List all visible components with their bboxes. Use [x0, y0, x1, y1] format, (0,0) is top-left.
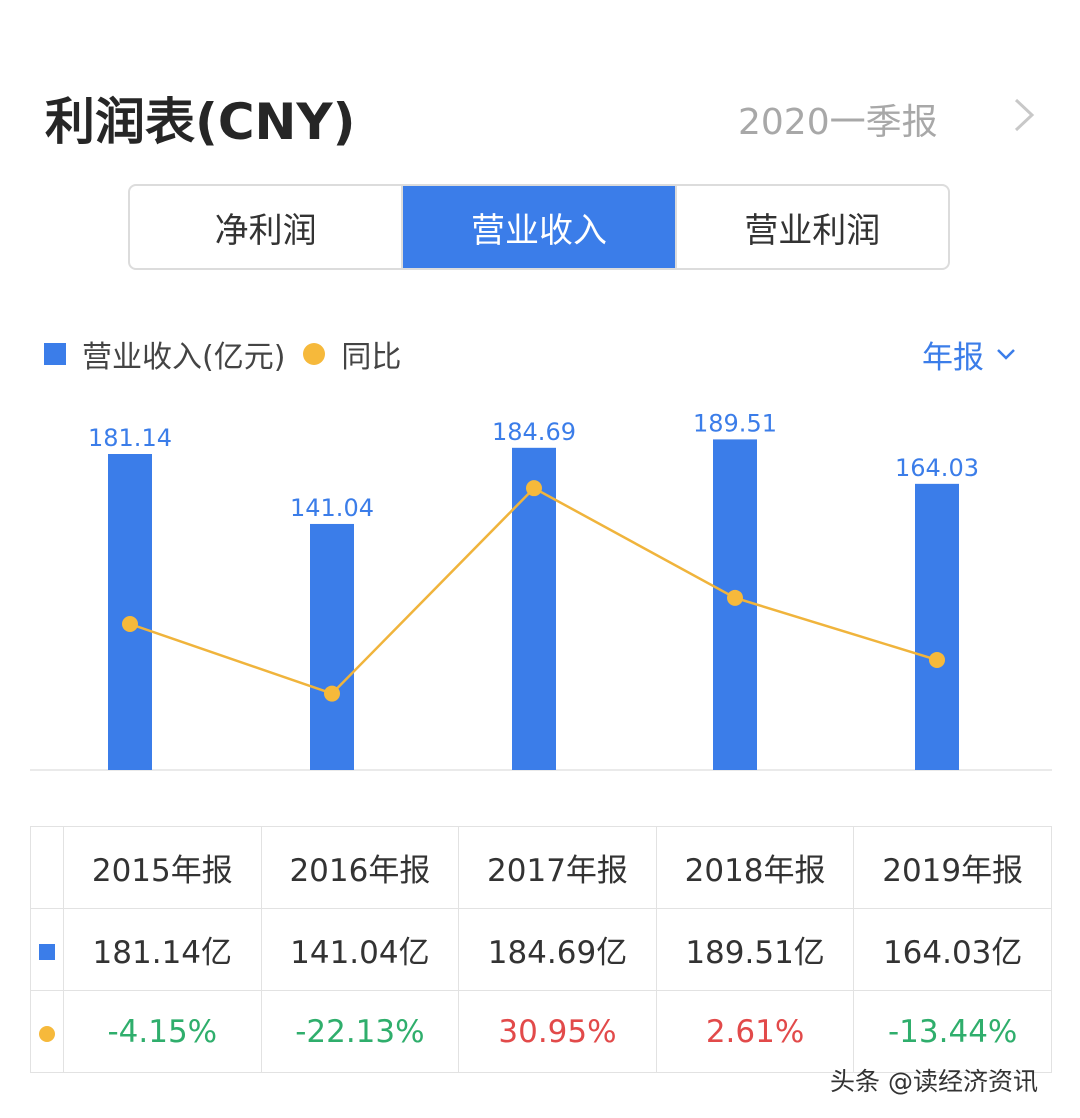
- metric-tabs: 净利润 营业收入 营业利润: [128, 184, 950, 270]
- chevron-down-icon: [997, 348, 1015, 360]
- line-legend-label: 同比: [341, 340, 402, 375]
- bar-value-label: 141.04: [290, 494, 374, 522]
- revenue-bar[interactable]: [915, 483, 959, 770]
- bar-value-label: 181.14: [88, 424, 172, 452]
- page-title: 利润表(CNY): [45, 93, 356, 151]
- bar-value-label: 189.51: [693, 409, 777, 437]
- yoy-cell: -22.13%: [260, 990, 460, 1073]
- square-marker-icon: [39, 943, 55, 960]
- revenue-cell: 184.69亿: [458, 908, 657, 991]
- bar-legend-label: 营业收入(亿元): [82, 340, 286, 375]
- revenue-bar[interactable]: [310, 523, 354, 770]
- revenue-cell: 141.04亿: [260, 908, 460, 991]
- yoy-cell: -13.44%: [853, 990, 1052, 1073]
- tab-revenue[interactable]: 营业收入: [403, 186, 677, 268]
- yoy-cell: 30.95%: [458, 990, 657, 1073]
- revenue-chart: 181.14 141.04 184.69 189.51 164.03: [30, 409, 1052, 771]
- period-select[interactable]: 年报: [922, 332, 1024, 377]
- line-legend-swatch: [303, 343, 326, 365]
- table-header-cell: 2015年报: [63, 826, 262, 909]
- bar-legend-swatch: [44, 343, 66, 365]
- revenue-cell: 189.51亿: [655, 908, 855, 991]
- tab-operating-profit[interactable]: 营业利润: [744, 210, 881, 251]
- table-row-revenue: 181.14亿 141.04亿 184.69亿 189.51亿 164.03亿: [30, 908, 1052, 991]
- data-table: 2015年报 2016年报 2017年报 2018年报 2019年报 181.1…: [30, 826, 1052, 1073]
- table-row-yoy: -4.15% -22.13% 30.95% 2.61% -13.44%: [30, 990, 1052, 1073]
- bar-value-label: 164.03: [895, 454, 979, 482]
- revenue-cell: 164.03亿: [853, 908, 1052, 991]
- report-period[interactable]: 2020一季报: [738, 102, 938, 143]
- yoy-point[interactable]: [727, 589, 743, 606]
- table-header-cell: 2019年报: [853, 826, 1052, 909]
- revenue-row-marker: [30, 908, 64, 991]
- yoy-point[interactable]: [526, 480, 542, 497]
- dot-marker-icon: [39, 1025, 55, 1042]
- chevron-right-icon[interactable]: [1012, 96, 1036, 134]
- table-header-row: 2015年报 2016年报 2017年报 2018年报 2019年报: [30, 826, 1052, 909]
- watermark: 头条 @读经济资讯: [830, 1067, 1038, 1096]
- table-header-cell: 2016年报: [260, 826, 460, 909]
- yoy-point[interactable]: [929, 651, 945, 668]
- chart-legend: 营业收入(亿元) 同比: [44, 332, 401, 376]
- bar-value-label: 184.69: [492, 418, 576, 446]
- revenue-bar[interactable]: [108, 454, 152, 770]
- tab-net-profit[interactable]: 净利润: [130, 186, 404, 268]
- yoy-point[interactable]: [324, 685, 340, 702]
- table-header-cell: 2018年报: [655, 826, 855, 909]
- yoy-cell: 2.61%: [655, 990, 855, 1073]
- yoy-cell: -4.15%: [63, 990, 262, 1073]
- yoy-row-marker: [30, 990, 64, 1073]
- yoy-point[interactable]: [122, 616, 138, 632]
- revenue-cell: 181.14亿: [63, 908, 262, 991]
- table-header-cell: 2017年报: [458, 826, 657, 909]
- period-select-label: 年报: [922, 340, 984, 376]
- table-corner-cell: [30, 826, 64, 909]
